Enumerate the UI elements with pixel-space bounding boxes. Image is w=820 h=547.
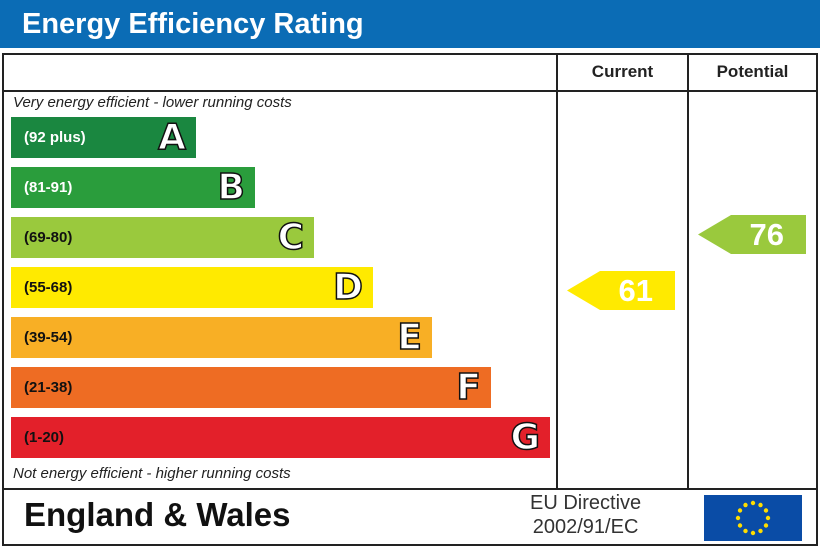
band-bar-b: (81-91) B <box>11 166 255 209</box>
band-bar-a: (92 plus) A <box>11 116 196 159</box>
eu-star-icon <box>735 515 741 521</box>
potential-column-header: Potential <box>716 62 789 81</box>
band-bar-c: (69-80) C <box>11 216 314 259</box>
eu-star-icon <box>758 528 763 534</box>
eu-star-icon <box>743 528 748 534</box>
band-range: (92 plus) <box>24 129 86 146</box>
eu-star-icon <box>737 523 743 528</box>
current-rating-value: 61 <box>618 272 653 308</box>
eu-directive-line1: EU Directive <box>530 492 642 514</box>
current-column-header: Current <box>591 62 654 81</box>
band-letter: E <box>397 316 423 359</box>
band-letter: D <box>332 266 363 309</box>
eu-star-icon <box>758 502 763 508</box>
band-range: (21-38) <box>24 379 73 396</box>
eu-star-icon <box>743 502 748 508</box>
band-letter: G <box>510 416 541 459</box>
band-range: (69-80) <box>24 229 73 246</box>
page-title: Energy Efficiency Rating <box>0 0 820 48</box>
column-divider <box>687 55 689 490</box>
band-letter: B <box>217 166 246 209</box>
potential-rating-arrow: 76 <box>698 215 806 254</box>
band-range: (39-54) <box>24 329 73 346</box>
column-divider <box>556 55 558 490</box>
eu-directive: EU Directive 2002/91/EC <box>530 491 641 539</box>
band-letter: F <box>456 366 482 409</box>
eu-flag-icon <box>704 495 802 541</box>
top-note: Very energy efficient - lower running co… <box>13 94 292 111</box>
eu-star-icon <box>763 523 769 528</box>
band-range: (81-91) <box>24 179 73 196</box>
header-divider <box>4 90 816 92</box>
eu-star-icon <box>763 508 769 513</box>
eu-star-icon <box>750 530 756 536</box>
eu-directive-line2: 2002/91/EC <box>532 516 639 538</box>
region-label: England & Wales <box>24 496 291 533</box>
eu-star-icon <box>750 500 756 506</box>
band-bar-d: (55-68) D <box>11 266 373 309</box>
footer-divider <box>4 488 816 490</box>
band-letter: C <box>277 216 305 259</box>
band-range: (55-68) <box>24 279 73 296</box>
eu-star-icon <box>737 508 743 513</box>
band-bar-g: (1-20) G <box>11 416 550 459</box>
potential-rating-value: 76 <box>749 216 784 252</box>
band-bar-e: (39-54) E <box>11 316 432 359</box>
current-rating-arrow: 61 <box>567 271 675 310</box>
band-range: (1-20) <box>24 429 65 446</box>
band-bar-f: (21-38) F <box>11 366 491 409</box>
band-letter: A <box>157 116 186 159</box>
bottom-note: Not energy efficient - higher running co… <box>13 465 291 482</box>
rating-chart: Current Potential Very energy efficient … <box>2 53 818 546</box>
eu-star-icon <box>765 515 771 521</box>
